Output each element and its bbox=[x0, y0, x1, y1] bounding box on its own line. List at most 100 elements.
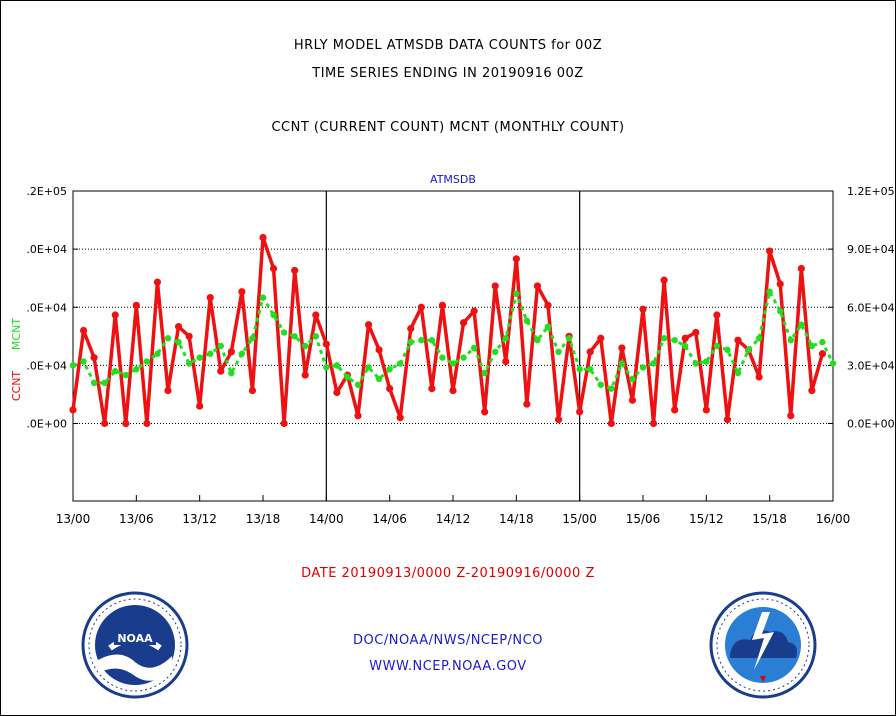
data-point-mcnt bbox=[280, 329, 288, 336]
data-point-mcnt bbox=[449, 360, 457, 367]
data-point-mcnt bbox=[470, 344, 478, 352]
data-point-mcnt bbox=[587, 366, 594, 373]
data-point-mcnt bbox=[819, 338, 826, 346]
data-point-mcnt bbox=[492, 348, 499, 356]
data-point-mcnt bbox=[555, 348, 562, 356]
x-tick-label: 14/12 bbox=[436, 512, 471, 526]
y-tick-left-label: .0E+04 bbox=[26, 359, 67, 372]
data-point-mcnt bbox=[755, 335, 763, 342]
data-point-ccnt bbox=[301, 371, 309, 379]
data-point-mcnt bbox=[80, 358, 87, 365]
data-point-ccnt bbox=[396, 414, 404, 422]
data-point-mcnt bbox=[386, 366, 393, 373]
data-point-ccnt bbox=[185, 332, 193, 340]
org-label: DOC/NOAA/NWS/NCEP/NCO bbox=[353, 633, 543, 648]
data-point-ccnt bbox=[375, 346, 383, 354]
data-point-ccnt bbox=[449, 386, 457, 395]
data-point-ccnt bbox=[586, 348, 594, 356]
data-point-ccnt bbox=[312, 311, 320, 319]
data-point-ccnt bbox=[428, 385, 436, 393]
data-point-ccnt bbox=[153, 278, 162, 286]
data-point-ccnt bbox=[818, 350, 827, 358]
y-tick-right-label: 0.0E+00 bbox=[847, 418, 895, 431]
data-point-ccnt bbox=[291, 266, 299, 275]
y-tick-left-label: .2E+05 bbox=[26, 185, 67, 198]
data-point-mcnt bbox=[808, 342, 816, 350]
data-point-ccnt bbox=[259, 233, 267, 242]
data-point-ccnt bbox=[533, 282, 542, 290]
data-point-ccnt bbox=[322, 340, 330, 348]
data-point-mcnt bbox=[608, 385, 615, 392]
data-point-ccnt bbox=[523, 400, 531, 408]
data-point-mcnt bbox=[238, 350, 246, 357]
chart-area: .2E+05 .0E+04 .0E+04 .0E+04 .0E+00 1.2E+05 9.0… bbox=[10, 173, 895, 526]
data-point-mcnt bbox=[734, 369, 742, 377]
data-point-mcnt bbox=[777, 307, 784, 315]
data-point-mcnt bbox=[639, 364, 647, 371]
data-point-ccnt bbox=[597, 334, 605, 342]
data-point-ccnt bbox=[797, 264, 805, 273]
data-point-mcnt bbox=[185, 360, 193, 367]
data-point-mcnt bbox=[133, 366, 140, 373]
data-point-ccnt bbox=[713, 311, 721, 319]
plot-title: ATMSDB bbox=[430, 173, 476, 186]
data-point-mcnt bbox=[196, 354, 203, 361]
data-point-ccnt bbox=[607, 419, 615, 428]
data-point-ccnt bbox=[776, 280, 784, 288]
data-point-ccnt bbox=[143, 419, 151, 428]
data-point-mcnt bbox=[650, 360, 657, 367]
data-point-mcnt bbox=[534, 336, 541, 344]
data-point-ccnt bbox=[280, 419, 288, 428]
data-point-ccnt bbox=[206, 293, 214, 302]
data-point-mcnt bbox=[523, 317, 531, 325]
x-tick-label: 14/00 bbox=[309, 512, 344, 526]
data-point-mcnt bbox=[682, 342, 689, 350]
data-point-ccnt bbox=[481, 408, 489, 416]
data-point-ccnt bbox=[723, 416, 732, 424]
data-point-ccnt bbox=[227, 348, 235, 356]
data-point-mcnt bbox=[618, 360, 626, 367]
data-point-mcnt bbox=[270, 311, 277, 319]
data-point-mcnt bbox=[660, 335, 668, 342]
x-tick-label: 15/12 bbox=[689, 512, 724, 526]
data-point-ccnt bbox=[164, 386, 172, 395]
data-point-ccnt bbox=[544, 301, 552, 309]
data-point-mcnt bbox=[513, 290, 520, 297]
data-point-mcnt bbox=[576, 366, 583, 373]
data-point-mcnt bbox=[344, 373, 351, 381]
x-tick-label: 15/18 bbox=[752, 512, 787, 526]
chart-title-line1: HRLY MODEL ATMSDB DATA COUNTS for 00Z bbox=[293, 38, 603, 53]
data-point-mcnt bbox=[724, 346, 731, 354]
data-point-mcnt bbox=[418, 336, 425, 344]
data-point-mcnt bbox=[671, 336, 678, 344]
data-point-ccnt bbox=[681, 334, 689, 342]
data-point-mcnt bbox=[143, 358, 151, 365]
data-point-mcnt bbox=[249, 335, 256, 342]
data-point-ccnt bbox=[238, 288, 246, 296]
data-point-ccnt bbox=[766, 247, 774, 255]
data-point-mcnt bbox=[460, 354, 467, 361]
chart-title-line3: CCNT (CURRENT COUNT) MCNT (MONTHLY COUNT… bbox=[271, 120, 625, 135]
data-point-ccnt bbox=[618, 344, 626, 352]
data-point-ccnt bbox=[702, 406, 710, 414]
data-point-ccnt bbox=[364, 321, 373, 329]
noaa-logo-icon: NOAA bbox=[81, 591, 189, 699]
data-point-mcnt bbox=[407, 338, 414, 346]
data-point-ccnt bbox=[354, 412, 362, 420]
data-point-ccnt bbox=[671, 406, 679, 414]
y-tick-left-label: .0E+04 bbox=[26, 243, 67, 256]
chart-title-line2: TIME SERIES ENDING IN 20190916 00Z bbox=[312, 66, 584, 81]
data-point-ccnt bbox=[174, 323, 183, 331]
data-point-ccnt bbox=[639, 305, 647, 313]
data-point-mcnt bbox=[745, 346, 752, 354]
data-point-ccnt bbox=[79, 326, 88, 335]
y-axis-label-left: CCNT bbox=[10, 371, 23, 402]
data-point-mcnt bbox=[90, 379, 98, 387]
data-point-mcnt bbox=[259, 294, 267, 301]
data-point-mcnt bbox=[333, 362, 341, 369]
y-tick-left-label: .0E+00 bbox=[26, 418, 67, 431]
data-point-mcnt bbox=[354, 381, 362, 388]
x-tick-label: 14/18 bbox=[499, 512, 534, 526]
data-point-mcnt bbox=[365, 364, 372, 371]
data-point-mcnt bbox=[323, 364, 330, 371]
